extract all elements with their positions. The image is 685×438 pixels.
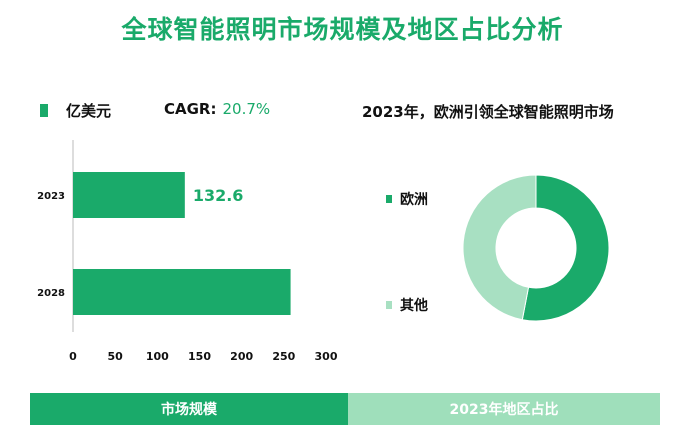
footer-tab-region-share: 2023年地区占比 [348,393,660,425]
x-tick-label-0: 0 [69,350,77,363]
legend-label: 亿美元 [66,102,112,120]
bar-legend: 亿美元 [40,100,111,121]
page-title: 全球智能照明市场规模及地区占比分析 [121,15,564,44]
x-tick-label-100: 100 [146,350,169,363]
y-tick-label-2023: 2023 [37,191,65,202]
footer-tab-market-size: 市场规模 [30,393,348,425]
donut-slice-欧洲 [521,174,610,322]
donut-legend-label-欧洲: 欧洲 [400,191,428,208]
cagr-value: 20.7% [222,100,271,118]
x-tick-label-50: 50 [108,350,124,363]
legend-swatch [40,104,48,117]
cagr-label-text: CAGR: [164,100,217,118]
x-tick-label-200: 200 [230,350,253,363]
bar-2023 [73,172,185,218]
cagr-label: CAGR: 20.7% [164,100,270,118]
bar-2028 [73,269,291,315]
donut-legend-label-其他: 其他 [400,297,428,314]
donut-slice-其他 [462,174,537,321]
pie-subtitle: 2023年，欧洲引领全球智能照明市场 [362,103,614,121]
x-tick-label-300: 300 [315,350,338,363]
donut-legend-swatch-欧洲 [386,195,392,203]
y-tick-label-2028: 2028 [37,288,65,299]
donut-legend-swatch-其他 [386,301,392,309]
x-tick-label-150: 150 [188,350,211,363]
footer-bar: 市场规模 2023年地区占比 [30,393,660,425]
x-tick-label-250: 250 [272,350,295,363]
data-label-2023: 132.6 [193,186,244,205]
